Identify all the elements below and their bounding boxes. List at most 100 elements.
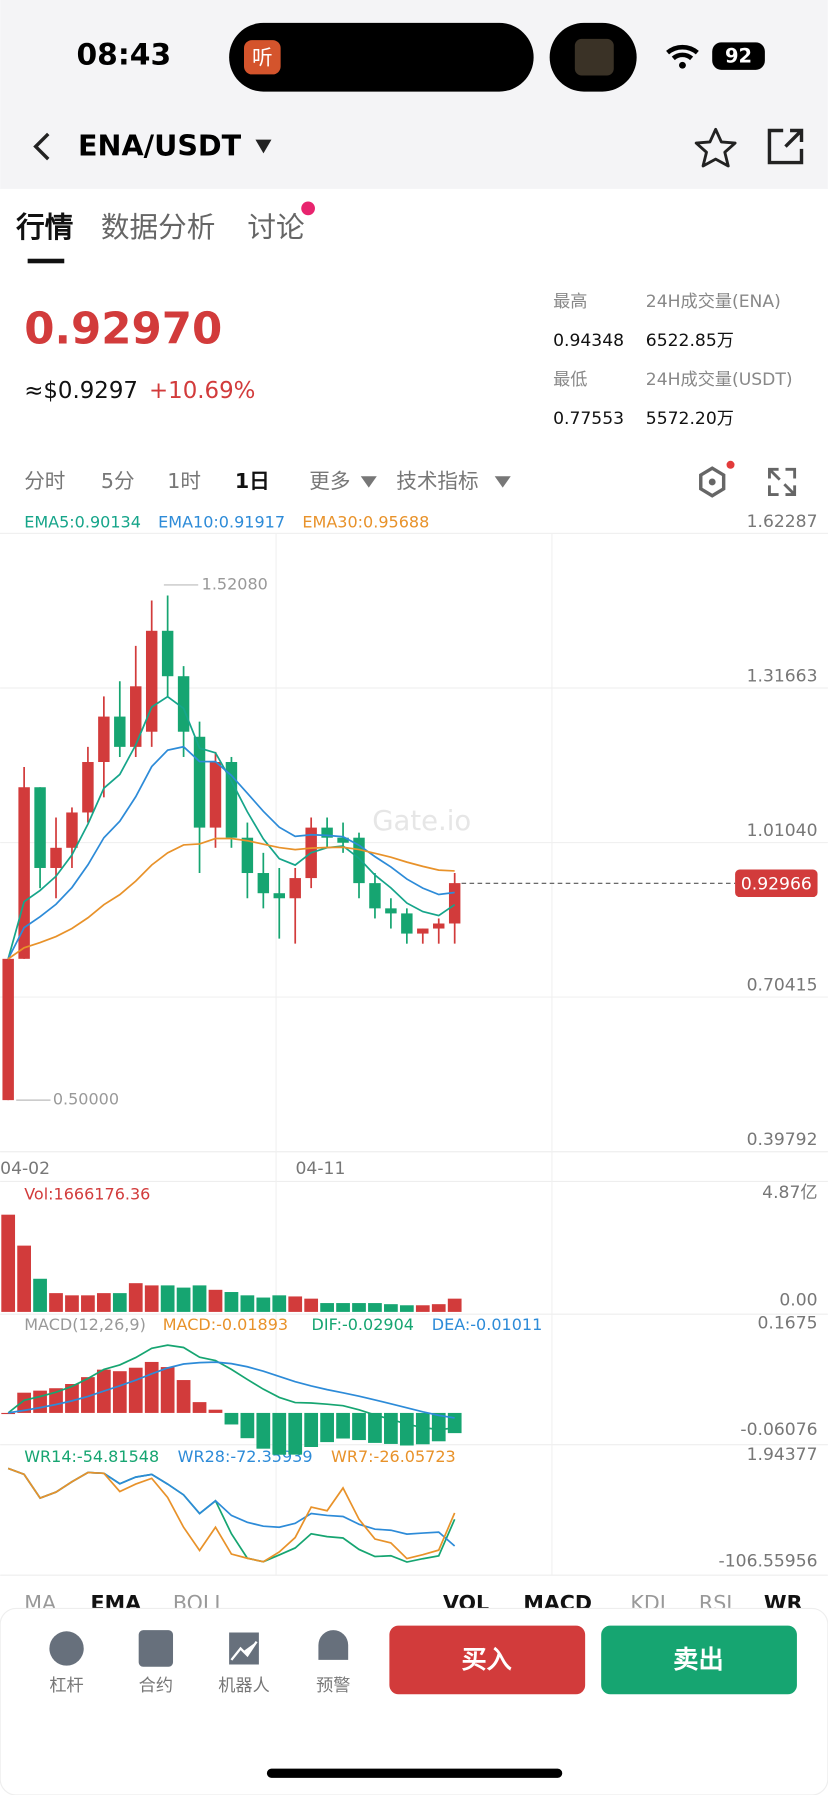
volume-bar <box>336 1303 350 1312</box>
candle-body <box>321 827 333 838</box>
volume-bar <box>128 1283 143 1312</box>
macd-bar <box>368 1412 382 1443</box>
stat-value: 0.94348 <box>553 331 624 351</box>
candle-body <box>50 847 62 868</box>
nav-icon <box>49 1631 84 1666</box>
sell-button[interactable] <box>601 1625 797 1695</box>
buy-button[interactable] <box>389 1625 586 1695</box>
nav-icon <box>318 1630 349 1660</box>
y-tick-label: 1.31663 <box>747 667 818 687</box>
home-indicator <box>266 1768 563 1778</box>
media-art <box>574 38 614 76</box>
macd-bar <box>208 1409 223 1413</box>
candle-body <box>66 812 78 848</box>
change: +10.69% <box>149 378 255 404</box>
candle-body <box>145 630 158 732</box>
y-tick-label: -0.06076 <box>740 1420 817 1440</box>
wr-legend: WR14:-54.81548 <box>24 1447 159 1466</box>
candle-body <box>161 630 174 677</box>
dropdown <box>494 476 511 488</box>
volume-bar <box>144 1285 159 1312</box>
macd-bar <box>49 1388 63 1413</box>
interval[interactable]: 技术指标 <box>396 469 478 493</box>
macd-bar <box>160 1367 175 1413</box>
volume-bar <box>288 1296 303 1312</box>
dropdown <box>360 476 377 488</box>
candle-body <box>273 893 285 899</box>
buy-label[interactable]: 买入 <box>462 1645 512 1674</box>
volume-bar <box>160 1285 175 1312</box>
share-button[interactable] <box>767 128 804 165</box>
pair-title[interactable]: ENA/USDT <box>78 129 242 163</box>
volume-bar <box>33 1278 47 1312</box>
interval[interactable]: 更多 <box>309 469 350 493</box>
volume-bar <box>17 1245 31 1312</box>
ema10-line <box>7 745 455 960</box>
sell-label[interactable]: 卖出 <box>673 1645 723 1674</box>
volume-bar <box>224 1292 239 1312</box>
stat-label: 最低 <box>553 370 587 390</box>
x-tick-label: 04-11 <box>296 1159 346 1179</box>
app-icon <box>244 40 281 75</box>
pair-dropdown[interactable] <box>255 139 272 154</box>
tab[interactable]: 讨论 <box>247 210 304 244</box>
interval[interactable]: 1日 <box>235 469 270 493</box>
vol-legend: Vol:1666176.36 <box>24 1185 150 1204</box>
macd-bar <box>112 1371 127 1413</box>
candle-body <box>209 762 222 828</box>
macd-legend: DIF:-0.02904 <box>312 1315 414 1334</box>
candle-body <box>241 837 254 874</box>
candle-body <box>98 716 110 763</box>
macd-bar <box>176 1380 191 1413</box>
candle-body <box>289 878 301 899</box>
candle-body <box>193 736 206 828</box>
candle-body <box>257 873 270 894</box>
watermark: Gate.io <box>372 806 471 837</box>
macd-bar <box>65 1384 79 1413</box>
macd-bar <box>336 1412 350 1439</box>
x-tick-label: 04-02 <box>0 1159 50 1179</box>
stat-label: 最高 <box>553 292 587 312</box>
volume-bar <box>415 1305 430 1312</box>
wr-legend: WR7:-26.05723 <box>331 1447 456 1466</box>
volume-bar <box>431 1304 446 1312</box>
nav-label[interactable]: 杠杆 <box>49 1676 83 1696</box>
interval[interactable]: 5分 <box>101 469 135 493</box>
ema30-line <box>7 837 455 960</box>
dea-line <box>8 1361 455 1419</box>
macd-bar <box>33 1390 47 1413</box>
candle-body <box>353 837 365 884</box>
last-price-tag <box>735 869 818 898</box>
y-tick-label: 0.1675 <box>758 1313 818 1333</box>
macd-bar <box>288 1412 303 1455</box>
ema-legend: EMA10:0.91917 <box>158 513 285 532</box>
wifi-dot <box>679 61 686 69</box>
nav-label[interactable]: 机器人 <box>218 1676 269 1696</box>
candle-body <box>417 928 429 934</box>
dif-line <box>7 1344 455 1431</box>
tab[interactable]: 行情 <box>15 210 73 244</box>
macd-bar <box>415 1412 430 1445</box>
interval[interactable]: 分时 <box>24 469 65 493</box>
fullscreen-button[interactable] <box>768 467 797 496</box>
battery-level: 92 <box>725 45 752 68</box>
high-label: 1.52080 <box>202 574 268 593</box>
candle-body <box>385 908 397 914</box>
settings-button[interactable] <box>699 466 726 498</box>
macd-bar <box>144 1361 159 1413</box>
island-label: 听 <box>252 45 273 69</box>
settings-center <box>708 478 716 486</box>
volume-bar <box>272 1295 287 1312</box>
y-tick-label: 0.00 <box>779 1290 817 1310</box>
battery <box>712 42 765 70</box>
favorite-button[interactable] <box>694 127 737 168</box>
volume-bar <box>176 1287 191 1312</box>
y-tick-label: 1.94377 <box>747 1445 818 1465</box>
back-button[interactable] <box>33 132 50 161</box>
macd-bar <box>272 1412 287 1455</box>
nav-label[interactable]: 预警 <box>316 1676 350 1696</box>
nav-label[interactable]: 合约 <box>139 1676 173 1696</box>
tab[interactable]: 数据分析 <box>101 210 215 244</box>
interval[interactable]: 1时 <box>167 469 201 493</box>
